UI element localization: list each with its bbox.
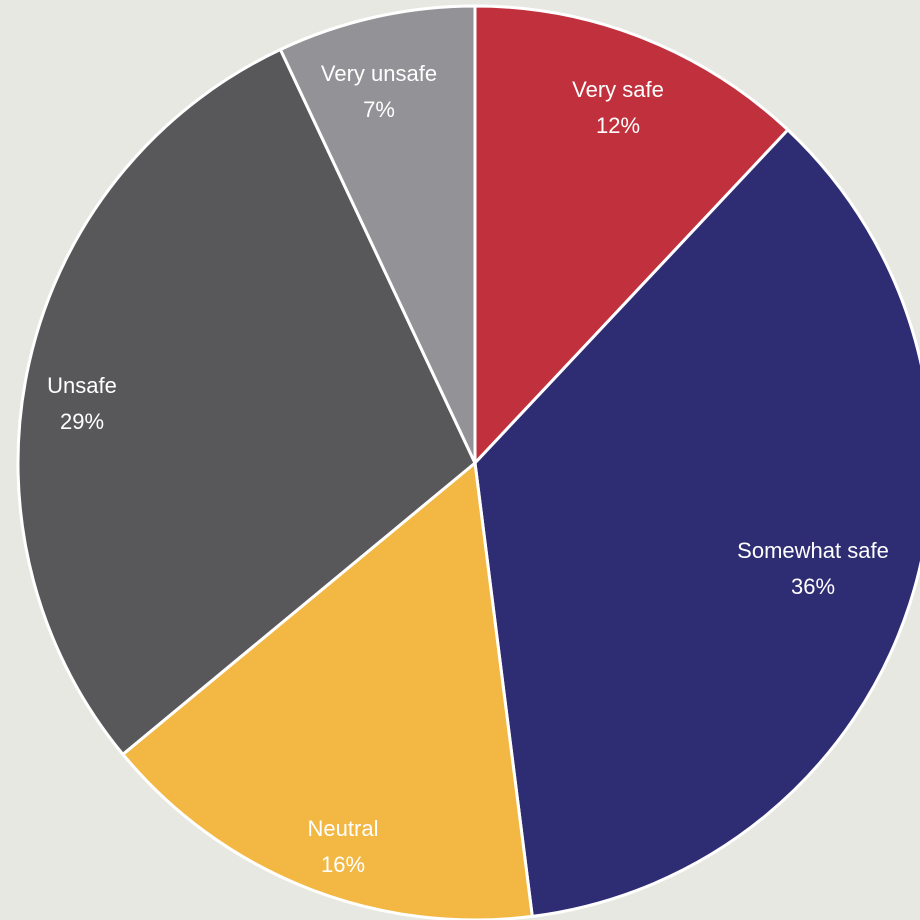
slice-label-name: Somewhat safe [737,538,889,563]
pie-slice-very-safe [473,4,790,465]
pie-slice-unsafe [16,47,477,756]
slice-label-value: 16% [321,852,365,877]
slice-label-value: 12% [596,113,640,138]
slice-label-very-unsafe: Very unsafe 7% [321,61,437,122]
slice-label-somewhat-safe: Somewhat safe 36% [737,538,889,599]
slice-label-value: 36% [791,574,835,599]
slices-layer [16,4,920,920]
slice-label-name: Neutral [308,816,379,841]
slice-label-name: Unsafe [47,373,117,398]
slice-label-very-safe: Very safe 12% [572,77,664,138]
slice-label-name: Very unsafe [321,61,437,86]
slice-label-value: 29% [60,409,104,434]
slice-label-unsafe: Unsafe 29% [47,373,117,434]
slice-label-value: 7% [363,97,395,122]
slice-label-name: Very safe [572,77,664,102]
pie-slice-somewhat-safe [473,128,920,918]
labels-layer: Very safe 12% Somewhat safe 36% Neutral 16% Un… [47,61,889,877]
slice-label-neutral: Neutral 16% [308,816,379,877]
pie-slice-very-unsafe [278,4,477,465]
